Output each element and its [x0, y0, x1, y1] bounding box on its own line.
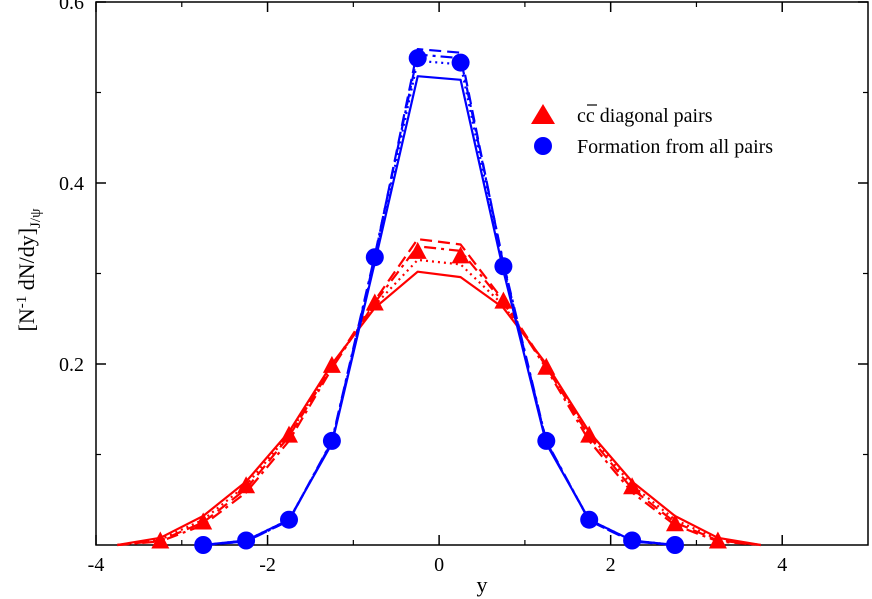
ticks-layer: -4 -2 0 2 4 0.2 0.4 0.6: [59, 0, 868, 576]
diagonal-marker: [580, 425, 599, 443]
x-tick-label: 0: [434, 554, 444, 576]
y-tick-label: 0.2: [59, 354, 84, 376]
diagonal-marker: [451, 246, 470, 264]
legend-label-diagonal: cc diagonal pairs: [577, 105, 713, 127]
diagonal-curve-dashed: [117, 238, 761, 547]
x-tick-label: -4: [88, 554, 105, 576]
all_pairs-marker: [580, 510, 599, 529]
all_pairs-marker: [666, 536, 684, 554]
y-tick-label: 0.4: [59, 173, 84, 195]
x-tick-label: 2: [606, 554, 616, 576]
diagonal-marker: [666, 514, 684, 532]
markers-layer: [151, 49, 727, 554]
all_pairs-marker: [322, 431, 341, 450]
diagonal-marker: [623, 477, 642, 495]
diagonal-curve-dashdot: [117, 245, 761, 547]
legend-label-all-pairs: Formation from all pairs: [577, 136, 773, 158]
all_pairs-marker: [365, 248, 384, 267]
all_pairs-marker: [408, 49, 427, 68]
diagonal-marker: [237, 476, 256, 494]
diagonal-curve-solid: [117, 270, 761, 547]
legend-marker-diagonal: [531, 104, 555, 124]
x-tick-label: 4: [777, 554, 787, 576]
all_pairs-curve-dotted: [203, 59, 676, 547]
y-tick-label: 0.6: [59, 0, 84, 14]
x-axis-label: y: [477, 572, 488, 597]
diagonal-marker: [537, 357, 556, 375]
all_pairs-marker: [194, 536, 213, 554]
legend-marker-all-pairs: [534, 137, 552, 155]
diagonal-marker: [365, 293, 384, 311]
diagonal-marker: [194, 512, 213, 530]
all_pairs-marker: [494, 257, 513, 276]
all_pairs-marker: [623, 531, 642, 550]
diagonal-curve-dotted: [117, 258, 761, 547]
x-tick-label: -2: [259, 554, 276, 576]
all_pairs-marker: [237, 531, 256, 550]
all_pairs-marker: [451, 53, 470, 72]
diagonal-marker: [280, 425, 298, 443]
diagonal-marker: [494, 291, 513, 309]
diagonal-marker: [322, 355, 341, 373]
diagonal-marker: [708, 531, 727, 549]
all_pairs-marker: [280, 510, 298, 529]
diagonal-marker: [408, 241, 427, 259]
all_pairs-curve-dashdot: [203, 53, 676, 547]
y-axis-label: [N-1 dN/dy]J/ψ: [14, 208, 44, 332]
diagonal-marker: [151, 531, 170, 549]
legend: cc diagonal pairs Formation from all pai…: [531, 104, 773, 158]
all_pairs-marker: [537, 431, 556, 450]
